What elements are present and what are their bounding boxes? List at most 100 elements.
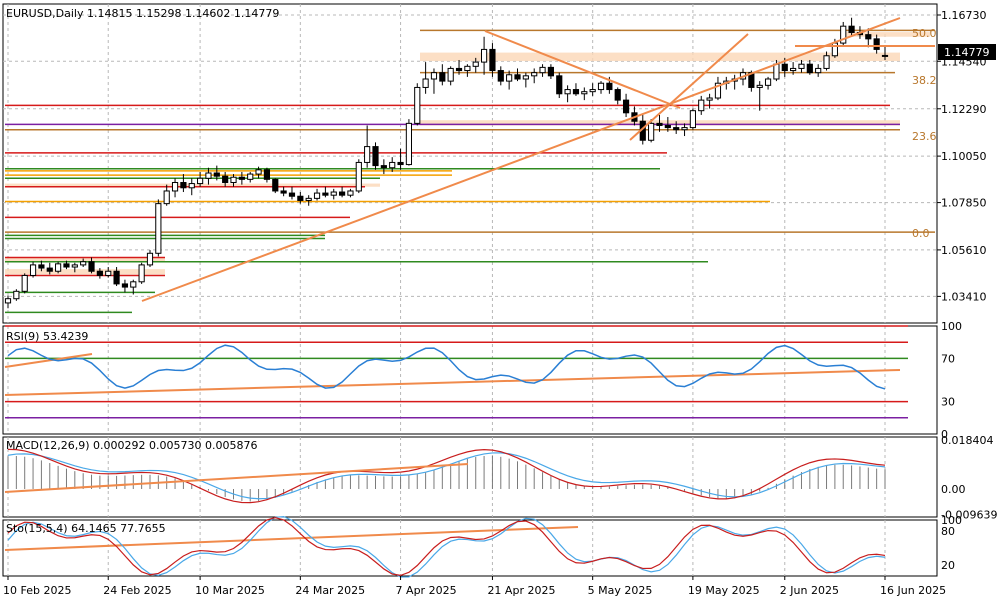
candle-body <box>372 146 379 167</box>
sto-tick-label: 100 <box>941 514 962 527</box>
rsi-line <box>7 344 886 390</box>
x-tick-label: 2 Jun 2025 <box>780 584 839 597</box>
price-zone <box>420 52 900 62</box>
x-tick-label: 10 Mar 2025 <box>195 584 265 597</box>
candle-body <box>46 267 53 272</box>
candle-body <box>414 86 421 124</box>
candle-body <box>773 63 780 80</box>
candle-body <box>781 63 788 72</box>
candle-body <box>272 178 279 192</box>
macd-line <box>7 448 886 504</box>
candle-body <box>597 82 605 91</box>
candle-body <box>297 195 304 201</box>
candle-body <box>347 190 354 196</box>
trendline <box>484 30 681 109</box>
candle-body <box>798 63 805 69</box>
candle-body <box>171 182 179 192</box>
candle-body <box>96 270 103 276</box>
y-tick-label: 1.07850 <box>941 197 987 210</box>
price-zone <box>5 269 165 275</box>
candle-body <box>121 283 129 288</box>
candle-body <box>506 74 513 82</box>
candle-body <box>213 172 220 177</box>
candle-body <box>88 261 95 272</box>
y-tick-label: 1.12290 <box>941 103 987 116</box>
candle-body <box>606 82 613 91</box>
price-zone <box>5 257 165 262</box>
candle-body <box>71 264 78 268</box>
stochastic-panel <box>2 519 938 577</box>
last-price-marker <box>938 44 996 60</box>
candle-body <box>263 169 271 180</box>
candle-body <box>840 25 847 44</box>
time-axis: 10 Feb 2025 24 Feb 2025 10 Mar 2025 24 Mar … <box>3 576 946 597</box>
candle-body <box>806 63 813 74</box>
x-tick-label: 21 Apr 2025 <box>487 584 555 597</box>
candle-body <box>305 197 312 201</box>
candle-body <box>146 252 154 266</box>
sto-signal <box>7 517 886 577</box>
candle-body <box>489 48 496 72</box>
candle-body <box>522 75 529 80</box>
candle-body <box>581 91 588 95</box>
fib-label: 0.0 <box>912 227 930 240</box>
candle-body <box>514 74 521 80</box>
candle-body <box>38 264 45 269</box>
candle-body <box>589 89 596 93</box>
candle-body <box>130 281 137 288</box>
last-price-label: 1.14779 <box>944 46 990 59</box>
x-tick-label: 16 Jun 2025 <box>880 584 946 597</box>
chart-title: EURUSD,Daily 1.14815 1.15298 1.14602 1.1… <box>6 7 279 20</box>
candle-body <box>764 78 772 86</box>
x-tick-label: 19 May 2025 <box>688 584 760 597</box>
candle-body <box>238 176 245 180</box>
candle-body <box>280 190 287 194</box>
rsi-trendline <box>4 353 93 368</box>
trend-lines <box>141 17 935 302</box>
candle-body <box>539 66 546 74</box>
rsi-panel <box>2 325 938 435</box>
candle-body <box>322 192 329 196</box>
y-tick-label: 1.10050 <box>941 150 987 163</box>
candle-body <box>823 55 830 69</box>
candle-body <box>756 84 763 88</box>
rsi-tick-label: 0 <box>941 428 948 441</box>
candle-body <box>364 146 371 163</box>
macd-title: MACD(12,26,9) 0.000292 0.005730 0.005876 <box>6 439 258 452</box>
candle-body <box>664 124 671 129</box>
candle-body <box>247 173 254 180</box>
price-zone <box>420 120 900 126</box>
macd-tick-label: 0.00 <box>941 483 966 496</box>
x-tick-label: 24 Mar 2025 <box>295 584 365 597</box>
sto-tick-label: 80 <box>941 525 955 538</box>
candle-body <box>572 89 580 95</box>
candle-body <box>831 42 838 57</box>
candle-body <box>288 192 296 197</box>
candle-body <box>155 203 162 254</box>
sto-trendline <box>4 526 579 551</box>
candle-body <box>564 89 571 95</box>
candle-body <box>205 172 212 179</box>
candle-body <box>389 161 396 169</box>
candle-body <box>689 110 696 129</box>
candle-body <box>163 190 170 205</box>
candle-body <box>113 270 120 285</box>
macd-tick-label: 0.018404 <box>941 434 994 447</box>
candle-body <box>614 89 621 101</box>
candle-body <box>80 261 87 266</box>
fib-label: 50.0 <box>912 27 937 40</box>
candle-body <box>313 192 321 199</box>
candle-body <box>230 176 237 184</box>
x-tick-label: 5 May 2025 <box>588 584 653 597</box>
rsi-tick-label: 100 <box>941 320 962 333</box>
candle-body <box>673 127 680 131</box>
candle-body <box>455 67 463 72</box>
candle-body <box>21 274 28 292</box>
candle-body <box>397 161 404 166</box>
candle-body <box>881 54 889 57</box>
candle-body <box>339 191 346 196</box>
candle-body <box>681 127 688 131</box>
candle-body <box>873 38 880 50</box>
